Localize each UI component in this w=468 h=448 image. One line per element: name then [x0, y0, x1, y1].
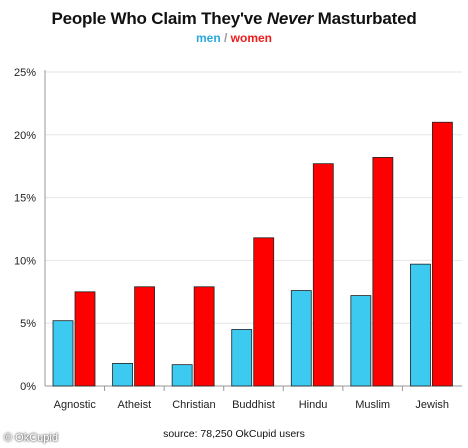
bar-women	[432, 121, 453, 387]
y-tick-label: 0%	[20, 381, 36, 393]
okcupid-credit: © OkCupid	[4, 432, 58, 444]
title-before: People Who Claim They've	[51, 9, 267, 28]
bar-men	[52, 320, 74, 387]
bar-men	[290, 290, 312, 387]
source-note: source: 78,250 OkCupid users	[163, 428, 305, 440]
bar-women	[312, 163, 334, 387]
legend-women: women	[230, 31, 273, 45]
bar-women	[74, 291, 96, 387]
legend-men: men	[195, 31, 221, 45]
bar-men	[410, 263, 431, 387]
bar-men	[350, 295, 372, 387]
y-tick-label: 5%	[20, 318, 36, 330]
x-category-label: Hindu	[299, 399, 328, 411]
x-category-label: Christian	[172, 399, 215, 411]
y-tick-label: 20%	[14, 130, 36, 142]
legend-separator: /	[220, 31, 231, 45]
bar-men	[112, 362, 133, 387]
x-category-label: Atheist	[118, 399, 152, 411]
title-after: Masturbated	[313, 9, 417, 28]
title-emphasis: Never	[266, 9, 314, 28]
x-category-label: Agnostic	[54, 399, 97, 411]
y-tick-label: 25%	[14, 67, 36, 79]
bar-women	[372, 157, 394, 387]
legend: men / women	[0, 31, 468, 45]
x-category-label: Jewish	[415, 399, 449, 411]
bar-men	[231, 329, 253, 387]
bar-men	[171, 364, 193, 387]
x-category-label: Muslim	[355, 399, 390, 411]
bar-women	[193, 286, 215, 387]
bar-women	[253, 237, 275, 387]
bar-women	[134, 286, 155, 387]
y-tick-label: 10%	[14, 255, 36, 267]
chart-title: People Who Claim They've Never Masturbat…	[0, 9, 468, 29]
x-category-label: Buddhist	[232, 399, 275, 411]
y-tick-label: 15%	[14, 193, 36, 205]
